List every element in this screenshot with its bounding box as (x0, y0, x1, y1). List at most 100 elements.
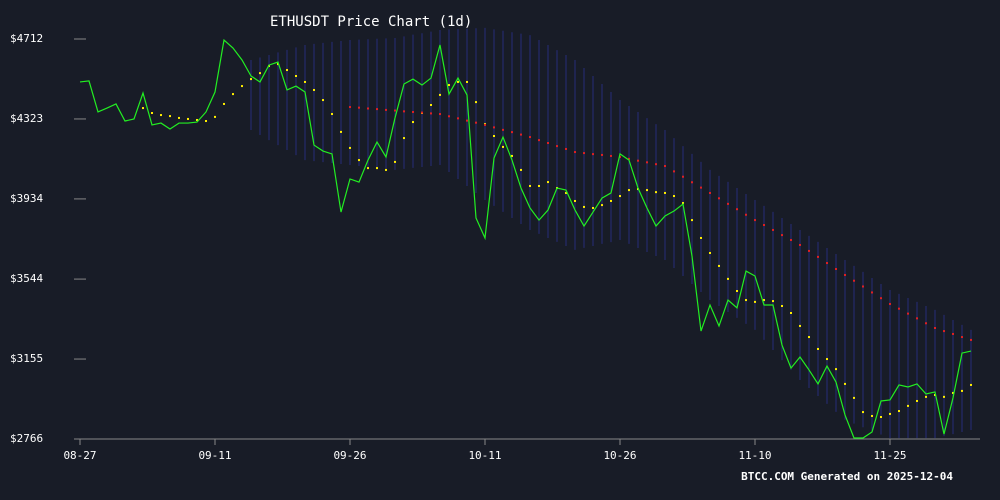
ma-dot (880, 297, 882, 300)
ma-dot (682, 202, 684, 205)
ma-dot (142, 107, 144, 110)
ma-dot (223, 102, 225, 105)
ma-dot (295, 74, 297, 77)
ma-dot (889, 302, 891, 305)
ma-dot (484, 123, 486, 126)
ma-dot (826, 262, 828, 265)
ma-dot (448, 115, 450, 118)
ma-dot (421, 111, 423, 114)
y-tick-label: $3155 (10, 352, 43, 365)
ma-dot (583, 205, 585, 208)
ma-dot (763, 224, 765, 227)
ma-dot (664, 165, 666, 168)
ma-dot (799, 243, 801, 246)
ma-dot (727, 277, 729, 280)
x-tick-label: 08-27 (63, 449, 96, 462)
ma-dot (700, 186, 702, 189)
ma-dot (376, 108, 378, 111)
ma-dot (934, 327, 936, 330)
ma-dot (286, 69, 288, 72)
ma-dot (232, 93, 234, 96)
ma-dot (754, 219, 756, 222)
ma-dot (511, 131, 513, 134)
ma-dot (187, 117, 189, 120)
ma-dot (403, 110, 405, 113)
ma-dot (151, 111, 153, 114)
ma-dot (430, 112, 432, 115)
ma-dot (160, 114, 162, 117)
ma-dot (367, 107, 369, 110)
ma-dot (349, 146, 351, 149)
y-tick-label: $4712 (10, 32, 43, 45)
x-tick-label: 11-10 (738, 449, 771, 462)
ma-dot (592, 153, 594, 156)
ma-dot (763, 299, 765, 302)
ma-dot (565, 147, 567, 150)
ma-dot (655, 191, 657, 194)
ma-dot (403, 137, 405, 140)
ma-dot (862, 285, 864, 288)
ma-dot (799, 324, 801, 327)
ma-dot (808, 249, 810, 252)
ma-dot (673, 195, 675, 198)
ma-dot (871, 414, 873, 417)
ma-dot (385, 108, 387, 111)
ma-dot (664, 191, 666, 194)
ma-dot (457, 80, 459, 83)
ma-dot (610, 199, 612, 202)
ma-dot (844, 382, 846, 385)
ma-dot (961, 389, 963, 392)
ma-dot (943, 330, 945, 333)
ma-dot (970, 338, 972, 341)
ma-dot (340, 130, 342, 133)
ma-dot (781, 234, 783, 237)
ma-dot (898, 410, 900, 413)
ma-dot (781, 305, 783, 308)
ma-dot (745, 213, 747, 216)
y-tick-label: $3934 (10, 192, 43, 205)
ma-dot (808, 336, 810, 339)
ma-dot (952, 391, 954, 394)
ma-dot (547, 181, 549, 184)
ma-dot (736, 290, 738, 293)
ma-dot (691, 181, 693, 184)
chart-title: ETHUSDT Price Chart (1d) (270, 14, 472, 30)
ma-dot (826, 358, 828, 361)
ma-dot (853, 279, 855, 282)
ma-dot (646, 161, 648, 164)
ma-dot (628, 189, 630, 192)
ma-dot (331, 113, 333, 116)
ma-dot (313, 88, 315, 91)
ma-dot (448, 84, 450, 87)
ma-dot (754, 300, 756, 303)
ma-dot (394, 160, 396, 163)
ma-dot (439, 113, 441, 116)
ma-dot (565, 191, 567, 194)
ma-dot (619, 195, 621, 198)
ma-dot (376, 167, 378, 170)
x-tick-label: 09-11 (198, 449, 231, 462)
ma-dot (934, 394, 936, 397)
ma-dot (610, 154, 612, 157)
ma-dot (196, 118, 198, 121)
x-tick-label: 11-25 (873, 449, 906, 462)
ma-dot (700, 236, 702, 239)
ma-dot (412, 121, 414, 124)
ma-dot (466, 119, 468, 122)
ma-dot (970, 383, 972, 386)
ma-dot (961, 336, 963, 339)
ma-dot (601, 153, 603, 156)
ma-dot (205, 120, 207, 123)
ma-dot (502, 145, 504, 148)
ma-dot (538, 184, 540, 187)
axes-layer: $2766 $3155 $3544 $3934 $4323 $4712 08-27 09-11… (10, 32, 980, 462)
ma-dot (916, 317, 918, 320)
ma-dot (709, 251, 711, 254)
ma-dot (718, 264, 720, 267)
ma-dot (817, 255, 819, 258)
ma-dot (520, 168, 522, 171)
ma-dot (439, 93, 441, 96)
ma-dot (457, 117, 459, 120)
ma-dot (835, 268, 837, 271)
